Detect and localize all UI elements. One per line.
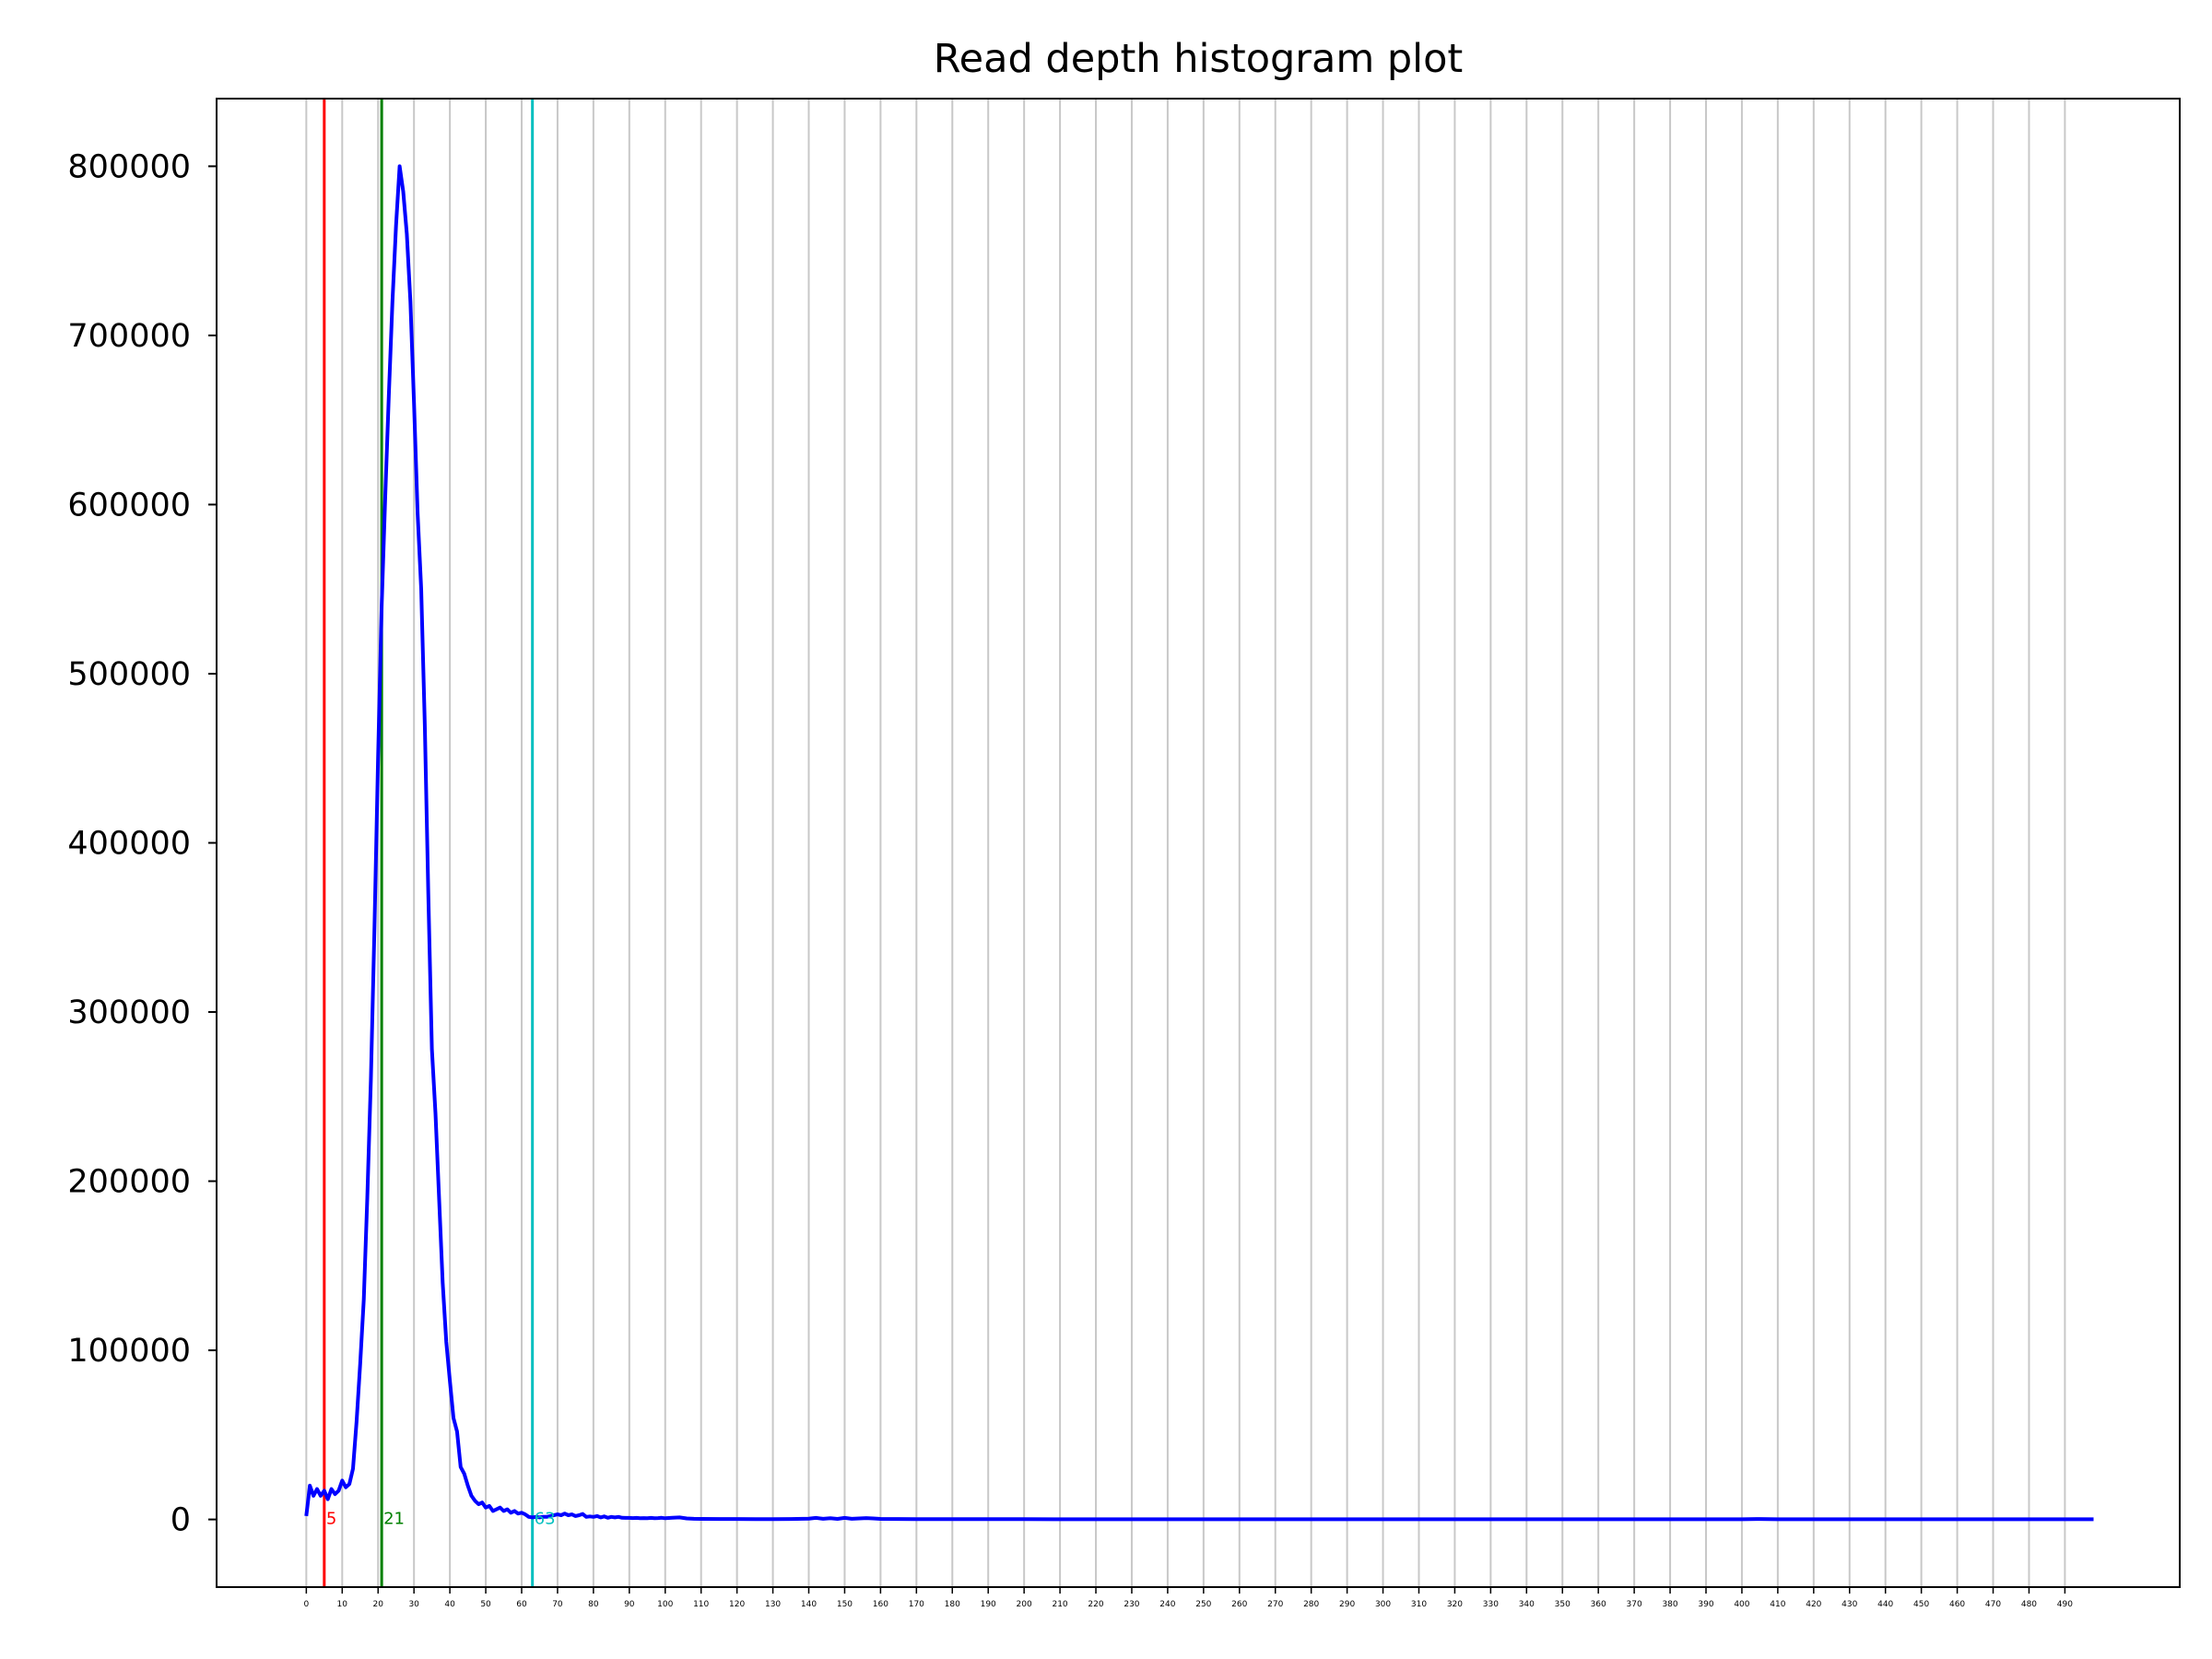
y-axis: 0 100000 200000 300000 400000 500000 600000 700… <box>67 148 217 1539</box>
x-tick-label: 0 <box>303 1600 309 1609</box>
x-tick-label: 370 <box>1627 1600 1642 1609</box>
x-tick-label: 410 <box>1770 1600 1785 1609</box>
x-tick-label: 450 <box>1913 1600 1929 1609</box>
x-grid <box>305 99 2066 1587</box>
x-tick-label: 320 <box>1447 1600 1463 1609</box>
x-tick-label: 310 <box>1411 1600 1427 1609</box>
x-tick-label: 70 <box>552 1600 563 1609</box>
y-tick-label: 300000 <box>67 994 191 1031</box>
x-tick-label: 250 <box>1195 1600 1211 1609</box>
x-tick-label: 190 <box>981 1600 996 1609</box>
x-tick-label: 390 <box>1698 1600 1713 1609</box>
threshold-label: 21 <box>383 1510 405 1529</box>
x-tick-label: 230 <box>1124 1600 1139 1609</box>
x-axis: 0 10 20 30 40 50 60 70 80 90 100 110 120 130 140 150 160… <box>303 1587 2073 1609</box>
x-tick-label: 90 <box>624 1600 635 1609</box>
x-tick-label: 30 <box>408 1600 419 1609</box>
x-tick-label: 330 <box>1483 1600 1499 1609</box>
x-tick-label: 180 <box>945 1600 960 1609</box>
y-tick-label: 400000 <box>67 826 191 863</box>
x-tick-label: 50 <box>480 1600 491 1609</box>
chart-title: Read depth histogram plot <box>934 36 1464 82</box>
x-tick-label: 220 <box>1088 1600 1103 1609</box>
x-tick-label: 10 <box>337 1600 348 1609</box>
x-tick-label: 160 <box>873 1600 888 1609</box>
x-tick-label: 360 <box>1591 1600 1606 1609</box>
x-tick-label: 460 <box>1949 1600 1965 1609</box>
x-tick-label: 210 <box>1052 1600 1067 1609</box>
x-tick-label: 80 <box>588 1600 599 1609</box>
x-tick-label: 400 <box>1734 1600 1749 1609</box>
x-tick-label: 60 <box>516 1600 527 1609</box>
y-tick-label: 100000 <box>67 1333 191 1370</box>
x-tick-label: 170 <box>909 1600 924 1609</box>
threshold-lines <box>323 99 535 1587</box>
x-tick-label: 380 <box>1662 1600 1677 1609</box>
y-tick-label: 700000 <box>67 318 191 355</box>
x-tick-label: 150 <box>837 1600 853 1609</box>
x-tick-label: 470 <box>1985 1600 2001 1609</box>
x-tick-label: 290 <box>1339 1600 1355 1609</box>
y-tick-label: 800000 <box>67 148 191 185</box>
x-tick-label: 200 <box>1017 1600 1032 1609</box>
threshold-label: 5 <box>326 1510 336 1529</box>
x-tick-label: 280 <box>1303 1600 1319 1609</box>
x-tick-label: 420 <box>1806 1600 1821 1609</box>
x-tick-label: 340 <box>1519 1600 1535 1609</box>
y-tick-label: 0 <box>171 1502 191 1539</box>
x-tick-label: 430 <box>1841 1600 1857 1609</box>
x-tick-label: 120 <box>729 1600 745 1609</box>
y-tick-label: 600000 <box>67 487 191 524</box>
series-layer <box>304 164 2094 1522</box>
threshold-labels: 5 21 63 <box>326 1510 556 1529</box>
y-tick-label: 200000 <box>67 1164 191 1201</box>
x-tick-label: 40 <box>444 1600 455 1609</box>
x-tick-label: 300 <box>1375 1600 1391 1609</box>
x-tick-label: 140 <box>801 1600 817 1609</box>
x-tick-label: 110 <box>693 1600 709 1609</box>
x-tick-label: 260 <box>1231 1600 1247 1609</box>
threshold-label: 63 <box>535 1510 556 1529</box>
x-tick-label: 270 <box>1267 1600 1283 1609</box>
x-tick-label: 130 <box>765 1600 781 1609</box>
x-tick-label: 440 <box>1877 1600 1893 1609</box>
y-tick-label: 500000 <box>67 656 191 693</box>
series-line <box>304 164 2094 1522</box>
x-tick-label: 480 <box>2021 1600 2037 1609</box>
x-tick-label: 20 <box>373 1600 384 1609</box>
x-tick-label: 100 <box>657 1600 673 1609</box>
x-tick-label: 240 <box>1159 1600 1175 1609</box>
x-tick-label: 350 <box>1555 1600 1571 1609</box>
x-tick-label: 490 <box>2057 1600 2073 1609</box>
